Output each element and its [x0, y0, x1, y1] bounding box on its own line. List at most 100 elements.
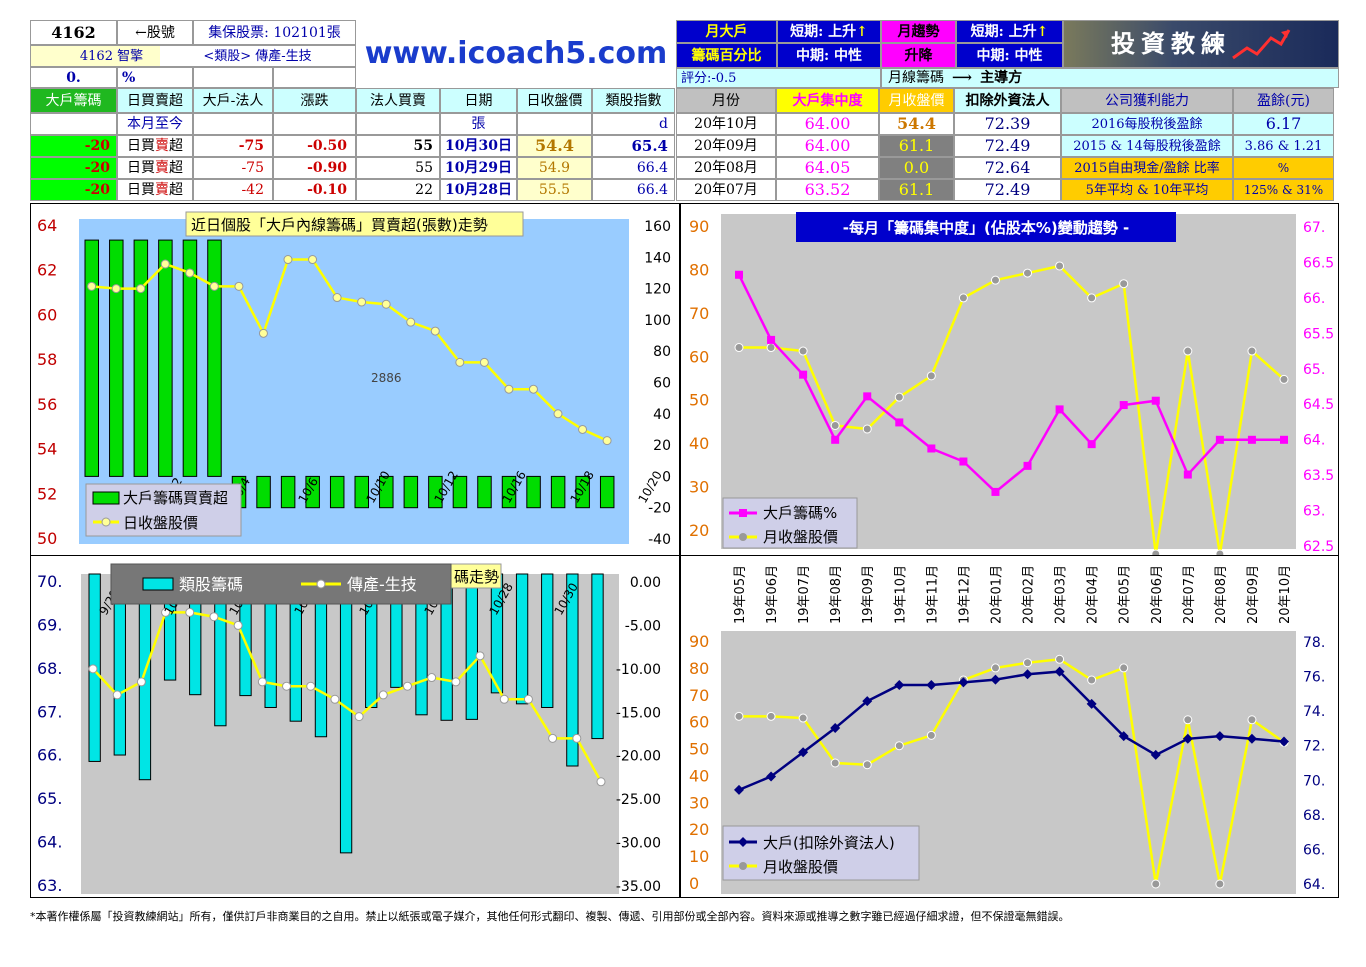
price-line: [739, 264, 1285, 555]
month-close-cell: 61.1: [879, 135, 954, 157]
price-point: [1215, 879, 1225, 889]
chip-point: [959, 457, 968, 466]
ex-foreign-cell: 72.39: [954, 113, 1061, 135]
legend-marker: [739, 509, 747, 517]
big-chip-value: -20: [30, 179, 117, 201]
price-point: [308, 255, 318, 265]
month-cell: 20年08月: [676, 157, 776, 179]
index-point: [378, 690, 388, 700]
label-part: 超: [169, 160, 183, 176]
short-trend-1: 短期: 上升 ↑: [777, 20, 881, 43]
change-value: -0.10: [273, 179, 356, 201]
ex-foreign-cell: 72.49: [954, 179, 1061, 201]
legend-label: 大戶籌碼%: [763, 504, 837, 522]
monthly-concentration-chart-panel: 90 80 70 60 50 40 30 20 67. 66.5 66. 65.5 65. 64.5 64.…: [680, 203, 1339, 559]
website-link[interactable]: www.icoach5.com: [364, 36, 668, 71]
price-point: [926, 730, 936, 740]
axis-tick-label: 76.: [1303, 670, 1325, 686]
big-chip-value: -20: [30, 135, 117, 157]
price-point: [553, 409, 563, 419]
price-point: [1055, 654, 1065, 664]
price-point: [160, 259, 170, 269]
big-holder-point: [1246, 733, 1257, 744]
chip-bar: [575, 475, 590, 509]
chip-bar: [379, 475, 394, 509]
axis-tick-label: 74.: [1303, 704, 1325, 720]
table-header-cell: 日收盤價: [517, 88, 592, 113]
chip-point: [735, 270, 743, 279]
daily-chip-chart-panel: 64 62 60 58 56 54 52 50 160 140 120 100 80 60 40 20 0 -20…: [30, 203, 680, 556]
eps-value-cell: 125% & 31%: [1233, 179, 1334, 201]
price-point: [1119, 663, 1129, 673]
axis-tick-label: 64: [37, 216, 57, 235]
axis-tick-label: 63.: [37, 876, 62, 895]
big-holder-point: [1022, 669, 1033, 680]
chip-bar: [84, 239, 99, 477]
table-header-cell: 日期: [440, 88, 517, 113]
index-point: [499, 694, 509, 704]
axis-tick-label: 0.00: [630, 575, 661, 591]
index-point: [112, 690, 122, 700]
chip-point: [1280, 435, 1288, 444]
chart-title-box: [185, 211, 524, 237]
price-point: [1247, 346, 1257, 356]
big-minus-inst: -42: [193, 179, 273, 201]
monthly-header-cell: 大戶集中度: [776, 88, 879, 113]
table-subrow-cell: [273, 113, 356, 135]
axis-tick-label: -5.00: [625, 618, 661, 634]
axis-tick-label: 63.5: [1303, 468, 1334, 484]
table-subrow-cell: [356, 113, 440, 135]
month-close-cell: 0.0: [879, 157, 954, 179]
change-value: -0.90: [273, 157, 356, 179]
axis-tick-label: 80: [689, 659, 709, 678]
label-part: 超: [169, 138, 183, 154]
chip-pct-label: 籌碼百分比: [676, 43, 777, 68]
daily-chip-chart: 64 62 60 58 56 54 52 50 160 140 120 100 80 60 40 20 0 -20…: [37, 211, 671, 548]
axis-tick-label: 67.: [37, 702, 62, 721]
chart-title-box: [450, 563, 502, 589]
axis-tick-label: 52: [37, 484, 57, 503]
stock-category: <類股> 傳產-生技: [160, 45, 356, 67]
index-point: [233, 620, 243, 630]
legend-label: 大戶籌碼買賣超: [123, 489, 228, 507]
chip-bar: [329, 475, 345, 509]
axis-tick-label: 80: [689, 260, 709, 279]
daily-net-label: 日買賣超: [117, 157, 193, 179]
stock-name: 4162 智擎: [30, 45, 193, 67]
price-point: [798, 346, 808, 356]
logo-text: 投資教練: [1111, 29, 1231, 58]
blank-cell: [193, 67, 273, 88]
price-point: [1087, 675, 1097, 685]
profit-label-cell: 5年平均 & 10年平均: [1061, 179, 1233, 201]
score-label: 評分:-0.5: [676, 68, 881, 88]
price-point: [504, 384, 514, 394]
index-point: [572, 733, 582, 743]
axis-tick-label: 50: [37, 529, 57, 548]
chart-title: 近日個股「大戶內線籌碼」買賣超(張數)走勢: [191, 216, 488, 234]
price-point: [234, 281, 244, 291]
disclaimer-footer: *本著作權係屬「投資教練網站」所有，僅供訂戶非商業目的之自用。禁止以紙張或電子媒…: [30, 910, 1070, 923]
big-holder-point: [1118, 731, 1129, 742]
axis-tick-label: 10: [689, 847, 709, 866]
sector-bar: [339, 573, 353, 854]
chip-bar: [452, 475, 468, 509]
axis-tick-label: 69.: [37, 615, 62, 634]
monthly-header-cell: 月份: [676, 88, 776, 113]
index-point: [185, 607, 195, 617]
axis-tick-label: 64.5: [1303, 397, 1334, 413]
close-price: 55.5: [517, 179, 592, 201]
index-line: [92, 611, 603, 783]
month-trend-label: 月趨勢: [881, 20, 956, 43]
axis-tick-label: 65.5: [1303, 326, 1334, 342]
legend-label: 傳產-生技: [347, 575, 417, 594]
sector-index: 66.4: [592, 179, 675, 201]
legend-label: 月收盤股價: [763, 528, 838, 546]
label-part: 賣: [155, 182, 169, 198]
label-part: 超: [169, 182, 183, 198]
axis-tick-label: 66.: [1303, 291, 1325, 307]
price-point: [990, 275, 1000, 285]
axis-tick-label: -40: [648, 532, 671, 548]
axis-tick-label: 70.: [1303, 773, 1325, 789]
eps-value-cell: 3.86 & 1.21: [1233, 135, 1334, 157]
legend-label: 大戶(扣除外資法人): [763, 834, 895, 852]
